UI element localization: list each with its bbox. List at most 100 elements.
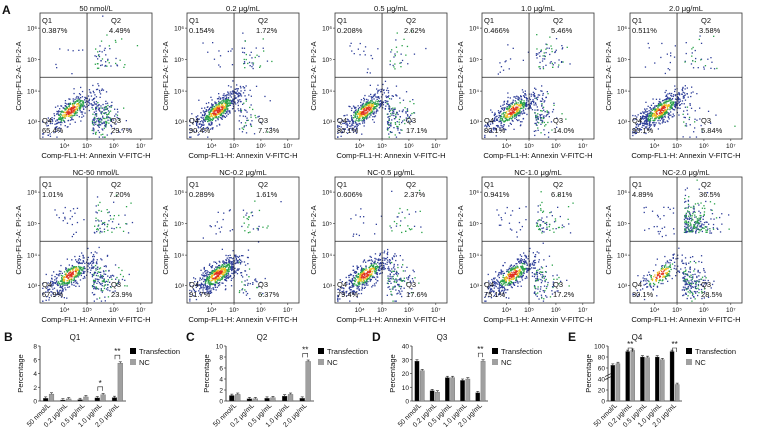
event-dot [216,281,218,283]
event-dot [102,15,104,17]
event-dot [56,119,58,121]
event-dot [387,259,389,261]
event-dot [197,127,200,129]
event-dot [689,124,691,126]
event-dot [550,61,552,63]
event-dot [645,120,647,122]
event-dot [667,98,669,100]
event-dot [503,108,505,110]
event-dot [73,267,75,269]
event-dot [663,106,665,108]
event-dot [245,98,248,100]
event-dot [510,108,513,110]
event-dot [521,102,523,104]
q3-value: 7.73% [258,126,280,135]
event-dot [215,278,217,280]
event-dot [209,119,211,122]
event-dot [513,108,515,110]
event-dot [376,108,378,111]
event-dot [654,113,656,115]
flow-panel-title: NC-0.5 μg/mL [367,168,414,177]
event-dot [663,102,665,104]
event-dot [364,54,366,56]
event-dot [562,61,564,63]
event-dot [503,124,505,126]
event-dot [245,109,247,112]
event-dot [361,112,363,114]
event-dot [504,107,506,109]
event-dot [357,278,359,280]
event-dot [105,91,108,93]
event-dot [373,107,375,109]
event-dot [494,113,496,115]
event-dot [353,271,355,274]
event-dot [716,67,718,70]
event-dot [259,66,261,68]
event-dot [549,36,551,38]
event-dot [202,277,204,279]
event-dot [252,62,255,64]
event-dot [64,100,67,102]
event-dot [80,97,82,99]
event-dot [395,116,397,119]
event-dot [365,104,367,106]
event-dot [405,117,407,119]
event-dot [344,128,346,130]
event-dot [687,96,689,98]
event-dot [351,278,353,281]
event-dot [678,114,680,116]
event-dot [395,115,397,117]
event-dot [227,113,229,115]
event-dot [404,107,406,109]
event-dot [232,80,234,82]
event-dot [503,109,505,112]
event-dot [694,49,696,52]
event-dot [667,104,669,106]
event-dot [389,106,391,108]
event-dot [60,124,62,126]
event-dot [69,275,71,277]
event-dot [243,222,245,224]
event-dot [668,113,670,115]
event-dot [351,129,353,131]
event-dot [357,111,359,114]
event-dot [103,109,105,111]
event-dot [93,294,95,296]
event-dot [214,284,216,286]
event-dot [354,272,356,274]
event-dot [681,89,683,91]
event-dot [55,63,57,66]
event-dot [535,115,537,117]
event-dot [101,88,103,90]
event-dot [121,129,123,131]
event-dot [227,268,229,271]
event-dot [230,96,233,98]
event-dot [664,107,666,109]
event-dot [225,100,227,102]
event-dot [507,96,509,99]
event-dot [103,281,106,283]
event-dot [100,271,102,273]
event-dot [61,291,63,293]
event-dot [392,286,394,288]
event-dot [236,259,238,262]
event-dot [212,107,214,110]
event-dot [664,99,666,101]
event-dot [357,109,360,111]
event-dot [350,42,352,44]
event-dot [385,105,387,107]
event-dot [204,112,206,114]
event-dot [250,51,252,53]
event-dot [102,275,104,278]
event-dot [113,127,116,130]
event-dot [63,281,65,283]
event-dot [366,107,368,109]
event-dot [106,117,108,119]
event-dot [650,108,652,110]
event-dot [240,93,242,95]
event-dot [659,119,661,122]
event-dot [362,113,364,116]
event-dot [232,258,234,260]
event-dot [545,43,547,45]
event-dot [513,116,516,118]
